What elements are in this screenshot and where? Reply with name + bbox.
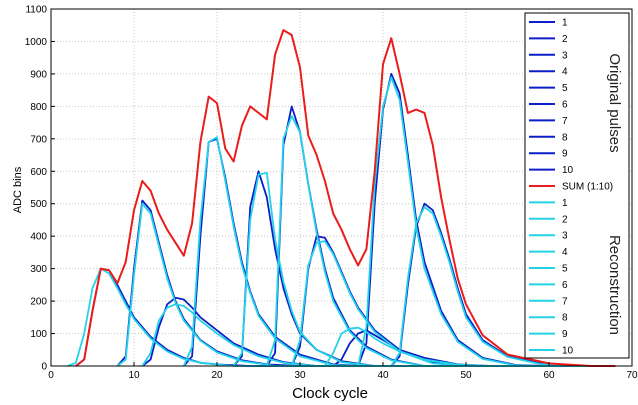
series-line-reconstruction-3 [141,303,616,367]
x-tick-label: 30 [294,370,306,381]
y-tick-label: 400 [30,232,47,243]
legend-label: 1 [562,18,568,29]
legend-group-original-title: Original pulses [606,53,623,152]
legend-label: 10 [562,165,574,176]
legend-label: 10 [562,346,574,357]
y-tick-label: 1100 [25,5,47,16]
x-tick-label: 20 [211,370,223,381]
y-tick-label: 800 [30,102,47,113]
y-tick-label: 600 [30,167,47,178]
series-line-reconstruction-7 [290,240,616,367]
x-tick-label: 40 [377,370,389,381]
legend-label: 7 [562,296,568,307]
x-axis-label: Clock cycle [292,385,368,402]
series-line-reconstruction-1 [67,267,616,367]
y-tick-label: 500 [30,199,47,210]
y-tick-label: 900 [30,69,47,80]
legend-group-reconstruction-title: Reconstruction [606,235,623,335]
y-tick-label: 100 [30,329,47,340]
x-tick-label: 0 [48,370,54,381]
plot-series [67,29,616,367]
y-tick-label: 0 [41,362,47,373]
legend-label: 7 [562,116,568,127]
legend-label: 8 [562,132,568,143]
y-tick-label: 1000 [25,37,48,48]
axis-ticks: 0 10 20 30 40 50 60 700100200300400500600700800… [25,5,638,382]
series-line-reconstruction-4 [182,136,616,367]
legend-label: 9 [562,149,568,160]
legend-label: 1 [562,198,568,209]
legend: 1 2 3 4 5 6 7 8 9 10 SUM (1:10) 1 2 3 4 5 6 7 8 9 10 Original… [524,12,630,359]
series-line-reconstruction-10 [390,206,616,367]
y-tick-label: 300 [30,264,47,275]
legend-label: 2 [562,214,568,225]
x-tick-label: 70 [626,370,638,381]
legend-label: 9 [562,329,568,340]
legend-label: SUM (1:10) [562,182,613,193]
y-axis-label: ADC bins [12,166,24,213]
series-line-reconstruction-5 [232,172,616,367]
legend-label: 6 [562,100,568,111]
legend-label: 8 [562,313,568,324]
legend-label: 6 [562,280,568,291]
y-tick-label: 700 [30,134,47,145]
series-line-sum-sum [75,29,616,367]
series-line-reconstruction-8 [324,326,616,367]
legend-label: 5 [562,83,568,94]
x-tick-label: 50 [460,370,472,381]
legend-label: 4 [562,67,568,78]
x-tick-label: 10 [128,370,140,381]
y-tick-label: 200 [30,297,47,308]
legend-label: 2 [562,34,568,45]
plot-frame [50,8,633,367]
legend-label: 3 [562,50,568,61]
series-line-reconstruction-6 [265,115,616,367]
x-tick-label: 60 [543,370,555,381]
legend-label: 3 [562,231,568,242]
legend-label: 5 [562,264,568,275]
legend-label: 4 [562,247,568,258]
